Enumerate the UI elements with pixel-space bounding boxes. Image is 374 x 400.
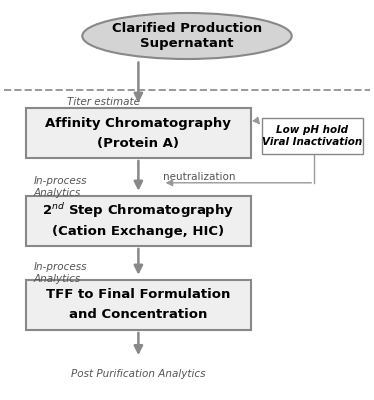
Text: (Cation Exchange, HIC): (Cation Exchange, HIC) <box>52 224 224 238</box>
Text: Clarified Production
Supernatant: Clarified Production Supernatant <box>112 22 262 50</box>
Text: In-process
Analytics: In-process Analytics <box>34 262 87 284</box>
Text: Titer estimate: Titer estimate <box>67 97 140 107</box>
FancyBboxPatch shape <box>26 280 251 330</box>
Text: 2$^{nd}$ Step Chromatography: 2$^{nd}$ Step Chromatography <box>42 202 234 220</box>
FancyBboxPatch shape <box>26 196 251 246</box>
Text: Post Purification Analytics: Post Purification Analytics <box>71 369 206 379</box>
FancyBboxPatch shape <box>262 118 363 154</box>
Text: and Concentration: and Concentration <box>69 308 208 322</box>
Ellipse shape <box>82 13 292 59</box>
Text: Low pH hold
Viral Inactivation: Low pH hold Viral Inactivation <box>262 125 362 147</box>
Text: Affinity Chromatography: Affinity Chromatography <box>46 116 231 130</box>
Text: In-process
Analytics: In-process Analytics <box>34 176 87 198</box>
Text: (Protein A): (Protein A) <box>97 136 180 150</box>
FancyBboxPatch shape <box>26 108 251 158</box>
Text: TFF to Final Formulation: TFF to Final Formulation <box>46 288 230 302</box>
Text: neutralization: neutralization <box>163 172 235 182</box>
